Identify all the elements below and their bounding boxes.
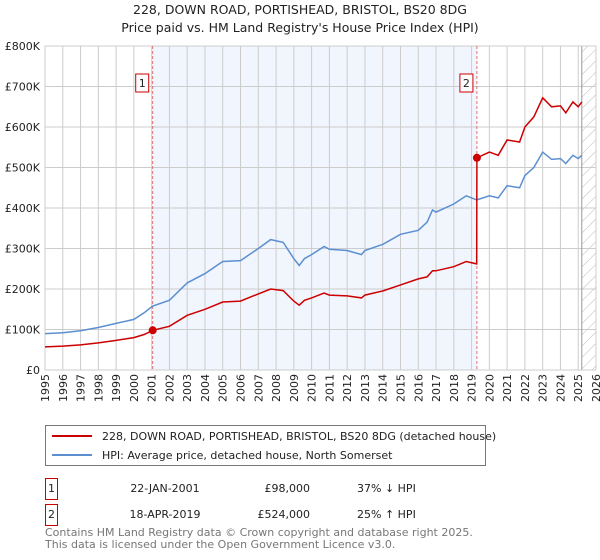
legend: 228, DOWN ROAD, PORTISHEAD, BRISTOL, BS2… bbox=[45, 425, 496, 466]
legend-label-property: 228, DOWN ROAD, PORTISHEAD, BRISTOL, BS2… bbox=[102, 429, 497, 443]
x-tick-label: 1998 bbox=[92, 374, 105, 402]
x-tick-label: 2004 bbox=[199, 374, 212, 402]
legend-swatch-red bbox=[52, 435, 92, 437]
x-tick-label: 2009 bbox=[288, 374, 301, 402]
y-tick-label: £800K bbox=[5, 40, 41, 53]
sale-point bbox=[148, 326, 157, 335]
x-tick-label: 2003 bbox=[181, 374, 194, 402]
transaction-row: 1 22-JAN-2001 £98,000 37% ↓ HPI bbox=[45, 478, 545, 500]
y-tick-label: £100K bbox=[5, 324, 41, 337]
x-tick-label: 2006 bbox=[235, 374, 248, 402]
sale-point bbox=[472, 153, 481, 162]
transaction-date: 22-JAN-2001 bbox=[130, 482, 200, 495]
transaction-price: £524,000 bbox=[257, 508, 311, 521]
sale-label-box bbox=[135, 73, 150, 93]
x-tick-label: 2012 bbox=[341, 374, 354, 402]
hpi-line bbox=[44, 150, 583, 335]
transaction-hpi-diff: 25% ↑ HPI bbox=[357, 508, 416, 521]
transaction-hpi-diff: 37% ↓ HPI bbox=[357, 482, 416, 495]
y-tick-label: £700K bbox=[5, 81, 41, 94]
x-tick-label: 2007 bbox=[252, 374, 265, 402]
x-tick-label: 1995 bbox=[39, 374, 52, 402]
x-tick-label: 1997 bbox=[75, 374, 88, 402]
x-tick-label: 2025 bbox=[572, 374, 585, 402]
y-tick-label: £300K bbox=[5, 243, 41, 256]
x-tick-label: 2017 bbox=[430, 374, 443, 402]
chart-subtitle: Price paid vs. HM Land Registry's House … bbox=[121, 20, 479, 35]
x-tick-label: 2022 bbox=[519, 374, 532, 402]
sale-label: 2 bbox=[463, 77, 470, 90]
legend-item-property: 228, DOWN ROAD, PORTISHEAD, BRISTOL, BS2… bbox=[52, 427, 496, 445]
x-tick-label: 2016 bbox=[412, 374, 425, 402]
y-tick-label: £200K bbox=[5, 283, 41, 296]
sale-label-box bbox=[459, 73, 474, 93]
sale-label: 1 bbox=[139, 77, 146, 90]
transaction-date: 18-APR-2019 bbox=[129, 508, 201, 521]
transaction-badge: 2 bbox=[45, 504, 58, 526]
price-paid-line bbox=[44, 96, 583, 348]
footer: Contains HM Land Registry data © Crown c… bbox=[45, 527, 473, 551]
y-tick-label: £600K bbox=[5, 121, 41, 134]
chart-title: 228, DOWN ROAD, PORTISHEAD, BRISTOL, BS2… bbox=[133, 2, 467, 17]
y-tick-label: £400K bbox=[5, 202, 41, 215]
x-tick-label: 2019 bbox=[466, 374, 479, 402]
x-tick-label: 2018 bbox=[448, 374, 461, 402]
x-tick-label: 1996 bbox=[57, 374, 70, 402]
transaction-price: £98,000 bbox=[264, 482, 311, 495]
x-tick-label: 2020 bbox=[483, 374, 496, 402]
y-tick-label: £0 bbox=[26, 364, 40, 377]
plot-border bbox=[44, 45, 597, 371]
x-tick-label: 2002 bbox=[163, 374, 176, 402]
transaction-row: 2 18-APR-2019 £524,000 25% ↑ HPI bbox=[45, 504, 545, 526]
price-chart: 1995 1996 1997 1998 1999 2000 2001 2002 2003 2004… bbox=[5, 40, 600, 402]
footer-line-1: Contains HM Land Registry data © Crown c… bbox=[45, 526, 473, 539]
x-tick-label: 2005 bbox=[217, 374, 230, 402]
legend-label-hpi: HPI: Average price, detached house, Nort… bbox=[102, 448, 393, 462]
x-tick-label: 2011 bbox=[323, 374, 336, 402]
x-tick-label: 2024 bbox=[554, 374, 567, 402]
x-tick-label: 1999 bbox=[110, 374, 123, 402]
x-tick-label: 2023 bbox=[537, 374, 550, 402]
legend-swatch-blue bbox=[52, 454, 92, 456]
x-tick-label: 2026 bbox=[590, 374, 600, 402]
transaction-badge: 1 bbox=[45, 478, 58, 500]
x-tick-label: 2008 bbox=[270, 374, 283, 402]
x-tick-label: 2000 bbox=[128, 374, 141, 402]
x-tick-label: 2010 bbox=[306, 374, 319, 402]
x-tick-label: 2015 bbox=[394, 374, 407, 402]
x-tick-label: 2001 bbox=[146, 374, 159, 402]
y-tick-label: £500K bbox=[5, 162, 41, 175]
x-tick-label: 2013 bbox=[359, 374, 372, 402]
footer-line-2: This data is licensed under the Open Gov… bbox=[45, 538, 396, 551]
legend-item-hpi: HPI: Average price, detached house, Nort… bbox=[52, 446, 392, 464]
x-tick-label: 2014 bbox=[377, 374, 390, 402]
x-tick-label: 2021 bbox=[501, 374, 514, 402]
